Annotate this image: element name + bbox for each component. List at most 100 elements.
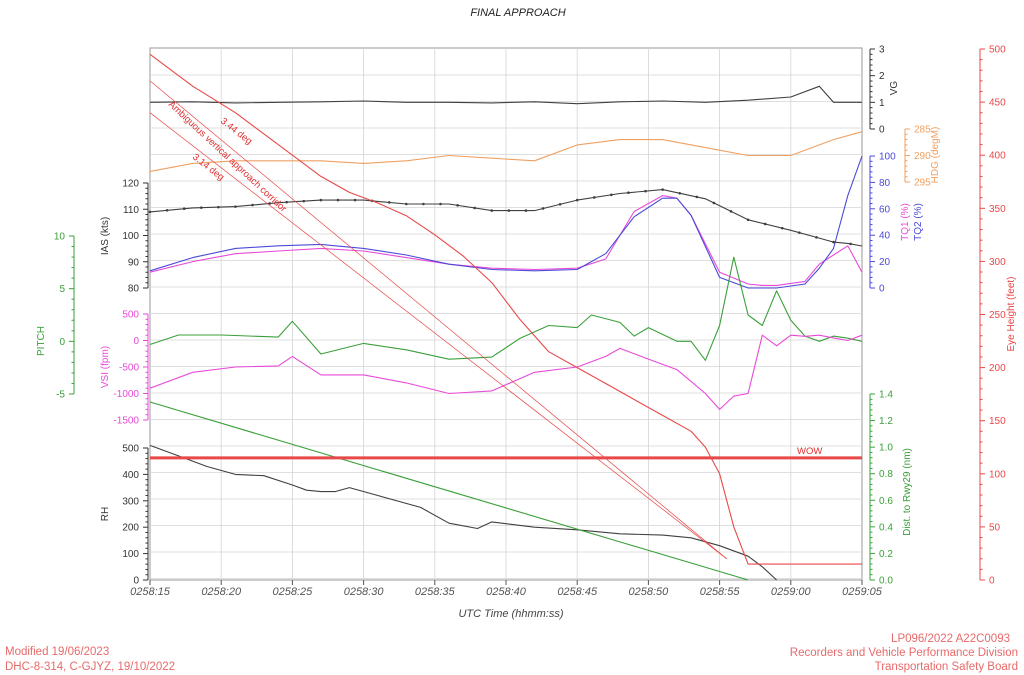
ias-sample-point [234,205,237,208]
ias-tick-label: 90 [128,257,140,268]
series-pitch [149,256,863,361]
rh-tick-label: 100 [122,549,139,560]
axes: 0258:15 0258:20 0258:25 0258:30 0258:35 0258:… [36,45,1017,599]
footer-board: Transportation Safety Board [875,661,1018,673]
ias-sample-point [387,201,391,204]
vg-tick-label: 0 [879,125,885,136]
ias-sample-point [405,202,408,206]
pitch-axis-label: PITCH [36,326,47,356]
ias-sample-point [780,226,784,230]
eye-tick-label: 400 [989,151,1006,162]
ias-sample-point [439,202,442,206]
tq-tick-label: 80 [879,178,891,189]
ias-sample-point [422,202,425,206]
series-eye-height-feet [149,53,862,565]
pitch-tick-label: 10 [54,232,66,243]
ias-sample-point [524,209,528,212]
vsi-tick-label: -1000 [113,389,139,400]
eye-tick-label: 250 [989,310,1006,321]
ias-sample-point [251,203,254,207]
tq2-axis-label: TQ2 (%) [913,203,924,241]
x-tick-label: 0258:20 [201,586,242,598]
ias-sample-point [627,191,630,195]
pitch-tick-label: 0 [59,337,65,348]
ias-sample-point [815,236,818,239]
ias-sample-point [644,189,647,193]
eye-tick-label: 300 [989,257,1006,268]
x-tick-label: 0258:30 [344,586,385,598]
rh-tick-label: 200 [122,523,139,534]
x-tick-label: 0258:15 [130,586,171,598]
eye-tick-label: 500 [989,45,1006,56]
eye-tick-label: 0 [989,576,995,587]
x-tick-label: 0258:25 [273,586,314,598]
vsi-tick-label: 0 [133,336,139,347]
series-dist-to-rwy29 [149,401,749,581]
vg-tick-label: 1 [879,98,885,109]
ias-sample-point [336,198,340,202]
ias-tick-label: 100 [122,231,139,242]
ias-sample-point [798,231,801,234]
vsi-tick-label: -1500 [113,416,139,427]
tq-tick-label: 60 [879,204,891,215]
eye-tick-label: 50 [989,522,1001,533]
rh-axis-label: RH [100,507,111,521]
ias-sample-point [832,240,835,244]
rh-tick-label: 300 [122,496,139,507]
dist-tick-label: 0.0 [879,576,893,587]
ias-sample-point [473,206,476,210]
grid-lines [149,47,863,581]
ias-sample-point [678,191,682,195]
dist-tick-label: 1.0 [879,443,893,454]
ias-sample-point [746,218,750,222]
rh-tick-label: 0 [133,576,139,587]
chart-title: FINAL APPROACH [470,7,565,19]
rh-tick-label: 500 [122,444,139,455]
hdg-tick-label: 295 [914,178,931,189]
tq-tick-label: 0 [879,284,885,295]
ias-sample-point [319,198,323,202]
ias-sample-point [490,209,494,212]
dist-tick-label: 1.2 [879,416,893,427]
ias-sample-point [199,206,203,209]
pitch-tick-label: -5 [56,390,65,401]
series-vsi-fpm [149,334,863,410]
ias-sample-point [302,199,306,203]
ias-sample-point [558,202,562,206]
hdg-tick-label: 285 [914,125,931,136]
ias-sample-point [610,193,613,197]
ias-sample-point [353,198,357,202]
footer-aircraft: DHC-8-314, C-GJYZ, 19/10/2022 [5,661,175,673]
ias-sample-point [541,207,545,210]
eye-tick-label: 200 [989,363,1006,374]
dist-tick-label: 0.4 [879,522,893,533]
x-tick-label: 0259:00 [771,586,812,598]
x-tick-label: 0259:05 [842,586,883,598]
x-tick-label: 0258:35 [415,586,456,598]
eye-tick-label: 450 [989,98,1006,109]
footer-division: Recorders and Vehicle Performance Divisi… [790,647,1018,659]
ias-sample-point [712,201,716,205]
dist-tick-label: 0.6 [879,496,893,507]
footer-report: LP096/2022 A22C0093 [891,633,1010,645]
eye-tick-label: 350 [989,204,1006,215]
ias-tick-label: 120 [122,179,139,190]
vg-tick-label: 3 [879,45,885,56]
ias-sample-point [268,202,271,205]
x-tick-label: 0258:50 [629,586,670,598]
ias-sample-point [165,209,169,212]
vsi-tick-label: 500 [122,310,139,321]
hdg-axis-label: HDG (degM) [930,127,941,184]
dist-tick-label: 0.8 [879,469,893,480]
ias-sample-point [849,242,852,246]
vsi-tick-label: -500 [119,363,139,374]
dist-axis-label: Dist. to Rwy29 (nm) [902,448,913,536]
rh-tick-label: 400 [122,470,139,481]
vg-tick-label: 2 [879,71,885,82]
ias-sample-point [182,207,186,211]
ias-sample-point [217,205,220,209]
x-tick-label: 0258:40 [486,586,527,598]
annotation-wow: WOW [797,446,822,457]
ias-sample-point [507,209,511,212]
